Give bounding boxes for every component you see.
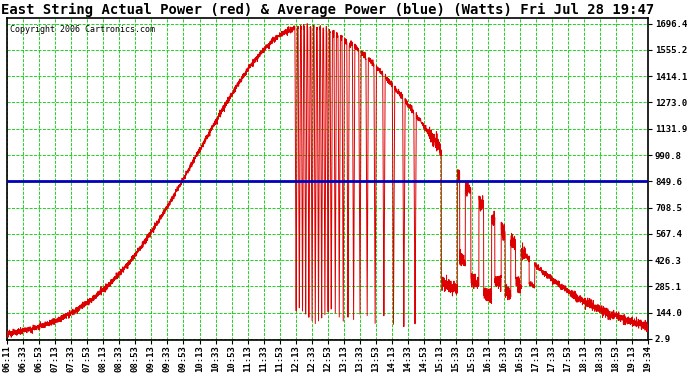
Text: Copyright 2006 Cartronics.com: Copyright 2006 Cartronics.com (10, 24, 155, 33)
Title: East String Actual Power (red) & Average Power (blue) (Watts) Fri Jul 28 19:47: East String Actual Power (red) & Average… (1, 3, 654, 17)
